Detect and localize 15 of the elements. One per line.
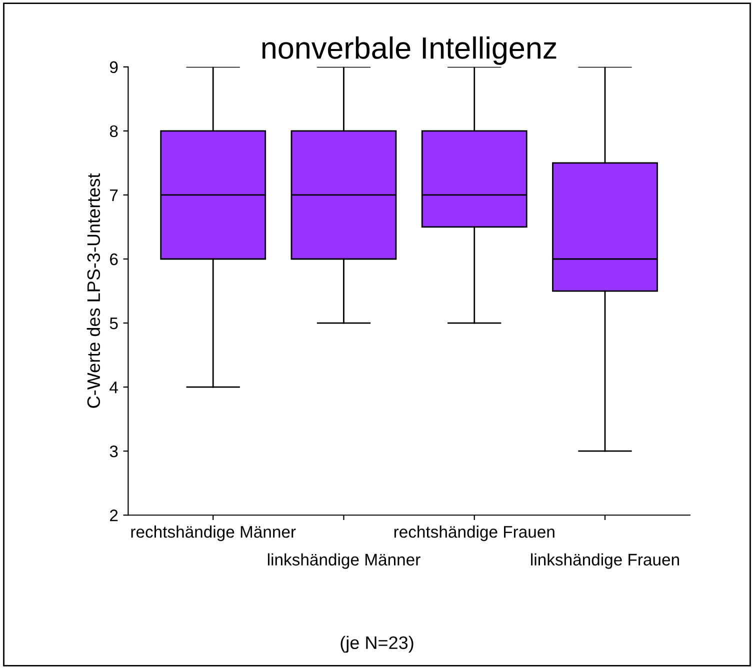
y-tick-label: 9: [110, 61, 118, 74]
y-tick-label: 7: [110, 190, 118, 202]
x-tick-label: linkshändige Frauen: [531, 553, 679, 569]
x-tick-label: rechtshändige Männer: [131, 526, 296, 542]
text: (je N=23): [340, 636, 414, 653]
y-axis-title: C-Werte des LPS-3-Untertest: [86, 173, 100, 408]
y-tick-label: 5: [110, 318, 118, 330]
x-tick-label: linkshändige Männer: [268, 553, 420, 569]
y-tick-label: 3: [110, 446, 118, 458]
y-tick-label: 2: [110, 510, 118, 522]
x-tick-label: rechtshändige Frauen: [394, 526, 554, 542]
chart-title: nonverbale Intelligenz: [262, 36, 556, 65]
y-tick-label: 8: [110, 125, 118, 138]
y-tick-label: 4: [110, 382, 118, 394]
y-tick-label: 6: [110, 253, 118, 266]
